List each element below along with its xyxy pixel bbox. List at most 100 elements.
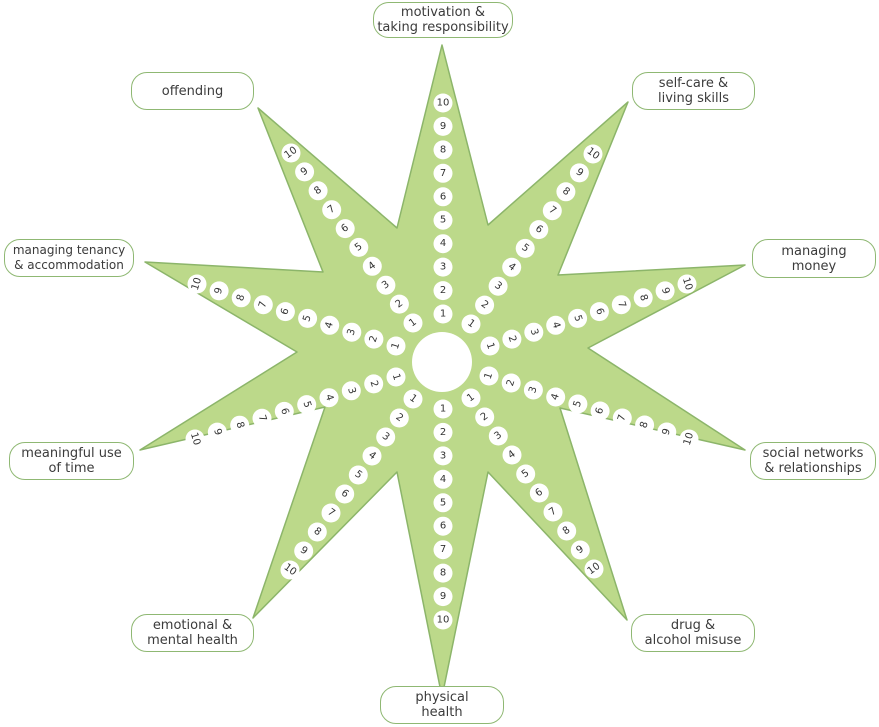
score-label-motivation-1: 1 <box>440 309 446 320</box>
score-label-managing-money-8: 8 <box>637 293 649 302</box>
score-circle-self-care-2 <box>475 295 495 315</box>
score-label-meaningful-use-5: 5 <box>301 400 313 409</box>
score-label-motivation-6: 6 <box>440 191 446 202</box>
label-managing-money: managing money <box>752 239 876 278</box>
score-label-emotional-health-5: 5 <box>353 469 365 482</box>
score-circle-physical-health-6 <box>433 516 453 536</box>
score-circle-tenancy-4 <box>320 315 340 335</box>
score-circle-self-care-9 <box>569 163 589 183</box>
score-circle-managing-money-9 <box>655 281 675 301</box>
score-circle-offending-1 <box>403 313 423 333</box>
score-circle-physical-health-9 <box>433 587 453 607</box>
score-circle-self-care-1 <box>461 314 481 334</box>
score-circle-motivation-7 <box>433 163 453 183</box>
score-label-offending-3: 3 <box>380 279 392 292</box>
score-label-emotional-health-7: 7 <box>325 507 337 520</box>
label-emotional-health: emotional & mental health <box>131 614 254 652</box>
score-circle-motivation-8 <box>433 140 453 160</box>
score-circle-meaningful-use-3 <box>341 381 361 401</box>
score-circle-meaningful-use-7 <box>252 408 272 428</box>
score-label-tenancy-7: 7 <box>257 300 269 309</box>
score-circle-self-care-6 <box>529 220 549 240</box>
score-label-drug-alcohol-7: 7 <box>547 506 559 519</box>
score-circle-physical-health-4 <box>433 469 453 489</box>
score-label-emotional-health-8: 8 <box>312 526 324 539</box>
score-circle-motivation-10 <box>433 93 453 113</box>
score-circle-social-networks-8 <box>635 415 655 435</box>
score-label-social-networks-2: 2 <box>505 378 517 387</box>
label-drug-alcohol-line-1: drug & <box>670 618 716 633</box>
label-drug-alcohol: drug & alcohol misuse <box>631 614 755 652</box>
score-label-social-networks-8: 8 <box>638 420 650 429</box>
score-circle-managing-money-2 <box>502 329 522 349</box>
score-label-drug-alcohol-3: 3 <box>493 430 505 443</box>
score-circle-tenancy-5 <box>298 308 318 328</box>
score-label-social-networks-3: 3 <box>527 385 539 394</box>
score-circle-meaningful-use-4 <box>319 388 339 408</box>
label-social-networks-line-1: social networks <box>762 446 864 461</box>
score-circle-drug-alcohol-4 <box>502 445 522 465</box>
score-label-meaningful-use-7: 7 <box>256 414 268 423</box>
score-circle-tenancy-8 <box>231 288 251 308</box>
score-circle-offending-7 <box>322 200 342 220</box>
label-self-care: self-care & living skills <box>632 72 755 110</box>
score-circle-offending-2 <box>389 294 409 314</box>
score-label-drug-alcohol-9: 9 <box>575 544 587 557</box>
score-label-emotional-health-9: 9 <box>298 545 310 558</box>
label-tenancy: managing tenancy & accommodation <box>4 239 134 277</box>
label-meaningful-use-line-2: of time <box>48 461 95 476</box>
score-circle-meaningful-use-8 <box>230 415 250 435</box>
score-circle-meaningful-use-9 <box>207 422 227 442</box>
score-label-drug-alcohol-5: 5 <box>520 468 532 481</box>
label-meaningful-use: meaningful use of time <box>9 442 134 480</box>
score-label-motivation-3: 3 <box>440 262 446 273</box>
score-circle-emotional-health-8 <box>307 522 327 542</box>
score-label-physical-health-5: 5 <box>440 497 446 508</box>
score-circle-motivation-4 <box>433 234 453 254</box>
score-circle-managing-money-8 <box>633 288 653 308</box>
label-tenancy-line-1: managing tenancy <box>12 243 126 257</box>
score-circle-self-care-3 <box>488 276 508 296</box>
score-label-self-care-9: 9 <box>574 167 586 180</box>
score-label-tenancy-2: 2 <box>368 334 380 343</box>
score-label-tenancy-4: 4 <box>324 321 336 330</box>
label-drug-alcohol-line-2: alcohol misuse <box>644 633 742 648</box>
score-label-managing-money-10: 10 <box>680 276 694 291</box>
score-label-motivation-9: 9 <box>440 121 446 132</box>
score-circle-drug-alcohol-2 <box>475 407 495 427</box>
label-motivation-line-2: taking responsibility <box>377 20 509 35</box>
score-label-emotional-health-3: 3 <box>380 431 392 444</box>
label-offending-line-1: offending <box>161 83 224 99</box>
score-label-drug-alcohol-1: 1 <box>465 392 477 405</box>
score-circle-managing-money-4 <box>546 315 566 335</box>
score-circle-meaningful-use-2 <box>364 374 384 394</box>
score-label-motivation-8: 8 <box>440 144 446 155</box>
score-label-self-care-8: 8 <box>560 185 572 198</box>
score-circle-emotional-health-3 <box>376 427 396 447</box>
score-circle-tenancy-9 <box>209 281 229 301</box>
score-label-social-networks-1: 1 <box>483 371 495 380</box>
score-label-offending-6: 6 <box>339 222 351 235</box>
score-circle-emotional-health-1 <box>403 389 423 409</box>
score-circle-drug-alcohol-9 <box>570 540 590 560</box>
label-motivation: motivation & taking responsibility <box>373 2 513 38</box>
score-label-self-care-4: 4 <box>506 261 518 274</box>
score-circle-self-care-4 <box>502 257 522 277</box>
score-label-managing-money-3: 3 <box>528 328 540 337</box>
score-circle-motivation-6 <box>433 187 453 207</box>
score-circle-social-networks-1 <box>479 366 499 386</box>
score-circle-physical-health-3 <box>433 446 453 466</box>
score-label-offending-5: 5 <box>353 241 365 254</box>
score-label-tenancy-6: 6 <box>279 307 291 316</box>
score-label-physical-health-7: 7 <box>440 544 446 555</box>
score-circle-tenancy-2 <box>364 329 384 349</box>
label-social-networks-line-2: & relationships <box>764 461 862 476</box>
score-label-motivation-5: 5 <box>440 215 446 226</box>
label-physical-health-line-2: health <box>421 705 463 720</box>
score-circle-managing-money-5 <box>568 308 588 328</box>
score-circle-self-care-5 <box>515 238 535 258</box>
score-circle-tenancy-1 <box>386 336 406 356</box>
label-offending: offending <box>131 72 254 110</box>
